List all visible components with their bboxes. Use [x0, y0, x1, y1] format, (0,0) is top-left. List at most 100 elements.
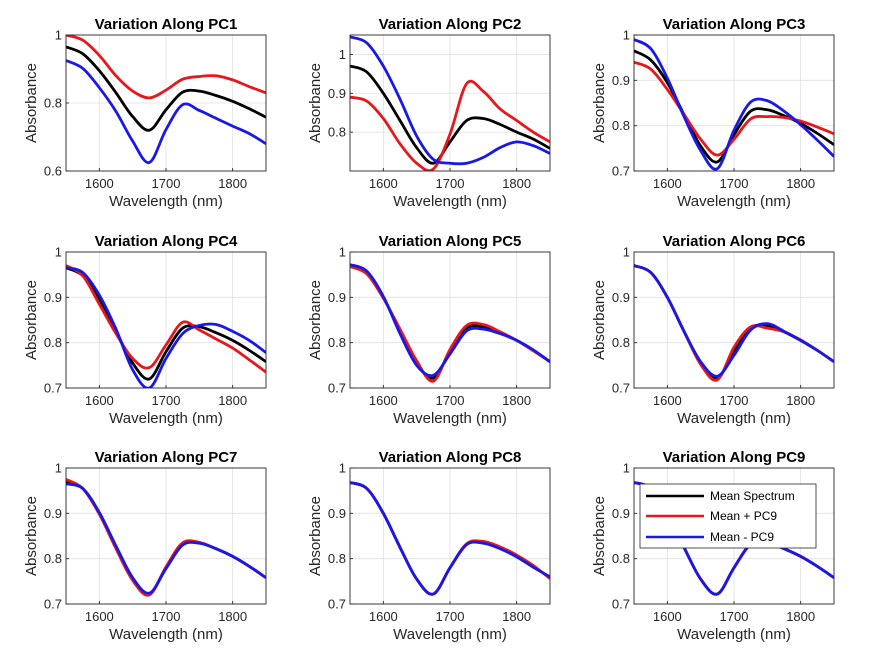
y-tick-label: 0.8: [612, 118, 630, 133]
x-tick-label: 1600: [369, 393, 398, 408]
subplot-title: Variation Along PC7: [95, 449, 238, 466]
y-tick-label: 0.9: [328, 290, 346, 305]
y-tick-label: 1: [623, 28, 630, 43]
y-axis-label: Absorbance: [307, 63, 324, 143]
mean-minus-line: [350, 481, 550, 596]
x-tick-label: 1600: [85, 609, 114, 624]
y-tick-label: 1: [623, 245, 630, 260]
x-axis-label: Wavelength (nm): [677, 626, 791, 643]
subplot-title: Variation Along PC6: [663, 233, 806, 250]
y-tick-label: 0.9: [328, 86, 346, 101]
subplot-title: Variation Along PC5: [379, 233, 522, 250]
subplot-pc4: 1600 1700 1800 0.7 0.8 0.9 1 Variation Along PC…: [23, 233, 267, 427]
mean-plus-line: [350, 79, 550, 171]
y-tick-label: 0.8: [328, 335, 346, 350]
mean-spectrum-line: [350, 64, 550, 165]
y-tick-label: 1: [339, 245, 346, 260]
x-axis-label: Wavelength (nm): [393, 410, 507, 427]
y-axis-label: Absorbance: [591, 280, 608, 360]
y-tick-label: 0.7: [328, 381, 346, 396]
x-tick-label: 1700: [436, 609, 465, 624]
legend-label-minus: Mean - PC9: [710, 530, 774, 544]
y-tick-label: 0.7: [612, 597, 630, 612]
subplot-pc7: 1600 1700 1800 0.7 0.8 0.9 1 Variation Along PC…: [23, 449, 267, 643]
x-tick-label: 1800: [502, 393, 531, 408]
y-tick-label: 0.9: [612, 506, 630, 521]
subplot-title: Variation Along PC9: [663, 449, 806, 466]
x-tick-label: 1800: [786, 393, 815, 408]
y-tick-label: 0.7: [612, 164, 630, 179]
x-tick-label: 1700: [720, 609, 749, 624]
subplot-pc6: 1600 1700 1800 0.7 0.8 0.9 1 Variation Along PC…: [591, 233, 835, 427]
y-tick-label: 0.6: [44, 164, 62, 179]
x-axis-label: Wavelength (nm): [109, 626, 223, 643]
y-axis-label: Absorbance: [307, 280, 324, 360]
legend-label-mean: Mean Spectrum: [710, 489, 795, 503]
x-tick-label: 1600: [369, 609, 398, 624]
y-axis-label: Absorbance: [307, 496, 324, 576]
x-tick-label: 1800: [502, 609, 531, 624]
y-tick-label: 0.8: [44, 335, 62, 350]
mean-plus-line: [66, 35, 266, 100]
mean-spectrum-line: [66, 266, 266, 381]
y-tick-label: 0.8: [44, 551, 62, 566]
x-tick-label: 1600: [85, 176, 114, 191]
mean-minus-line: [350, 263, 550, 378]
x-tick-label: 1800: [218, 393, 247, 408]
mean-minus-line: [66, 482, 266, 595]
y-tick-label: 0.9: [44, 506, 62, 521]
y-tick-label: 0.9: [612, 73, 630, 88]
subplot-pc8: 1600 1700 1800 0.7 0.8 0.9 1 Variation Along PC…: [307, 449, 551, 643]
x-tick-label: 1700: [152, 393, 181, 408]
x-tick-label: 1700: [152, 609, 181, 624]
y-tick-label: 0.8: [612, 551, 630, 566]
x-tick-label: 1700: [720, 176, 749, 191]
x-axis-label: Wavelength (nm): [393, 626, 507, 643]
x-axis-label: Wavelength (nm): [393, 193, 507, 210]
subplot-title: Variation Along PC3: [663, 16, 806, 33]
x-axis-label: Wavelength (nm): [109, 193, 223, 210]
x-axis-label: Wavelength (nm): [109, 410, 223, 427]
x-tick-label: 1700: [152, 176, 181, 191]
legend: Mean Spectrum Mean + PC9 Mean - PC9: [639, 483, 817, 549]
subplot-pc5: 1600 1700 1800 0.7 0.8 0.9 1 Variation Along PC…: [307, 233, 551, 427]
x-tick-label: 1600: [653, 393, 682, 408]
mean-plus-line: [634, 60, 834, 157]
x-tick-label: 1800: [786, 609, 815, 624]
y-tick-label: 0.9: [44, 290, 62, 305]
legend-label-plus: Mean + PC9: [710, 509, 777, 523]
subplot-pc3: 1600 1700 1800 0.7 0.8 0.9 1 Variation Along PC…: [591, 16, 835, 210]
x-tick-label: 1800: [218, 176, 247, 191]
y-axis-label: Absorbance: [23, 496, 40, 576]
y-tick-label: 1: [55, 461, 62, 476]
y-tick-label: 0.7: [612, 381, 630, 396]
x-tick-label: 1600: [85, 393, 114, 408]
y-tick-label: 0.8: [612, 335, 630, 350]
x-tick-label: 1600: [653, 609, 682, 624]
y-tick-label: 0.8: [328, 125, 346, 140]
subplot-pc2: 1600 1700 1800 0.8 0.9 1 Variation Along PC2 Wa…: [307, 16, 551, 210]
y-axis-label: Absorbance: [591, 496, 608, 576]
x-tick-label: 1600: [369, 176, 398, 191]
y-axis-label: Absorbance: [591, 63, 608, 143]
mean-minus-line: [634, 264, 834, 378]
subplot-title: Variation Along PC1: [95, 16, 238, 33]
y-tick-label: 0.7: [44, 597, 62, 612]
y-tick-label: 0.7: [328, 597, 346, 612]
y-tick-label: 1: [55, 245, 62, 260]
y-tick-label: 0.8: [328, 551, 346, 566]
subplot-title: Variation Along PC4: [95, 233, 238, 250]
mean-minus-line: [350, 35, 550, 166]
x-axis-label: Wavelength (nm): [677, 410, 791, 427]
mean-minus-line: [66, 266, 266, 388]
subplot-title: Variation Along PC2: [379, 16, 522, 33]
mean-minus-line: [66, 59, 266, 164]
y-tick-label: 1: [339, 47, 346, 62]
x-tick-label: 1700: [720, 393, 749, 408]
x-tick-label: 1800: [786, 176, 815, 191]
y-tick-label: 1: [55, 28, 62, 43]
x-tick-label: 1700: [436, 176, 465, 191]
x-tick-label: 1600: [653, 176, 682, 191]
subplot-title: Variation Along PC8: [379, 449, 522, 466]
